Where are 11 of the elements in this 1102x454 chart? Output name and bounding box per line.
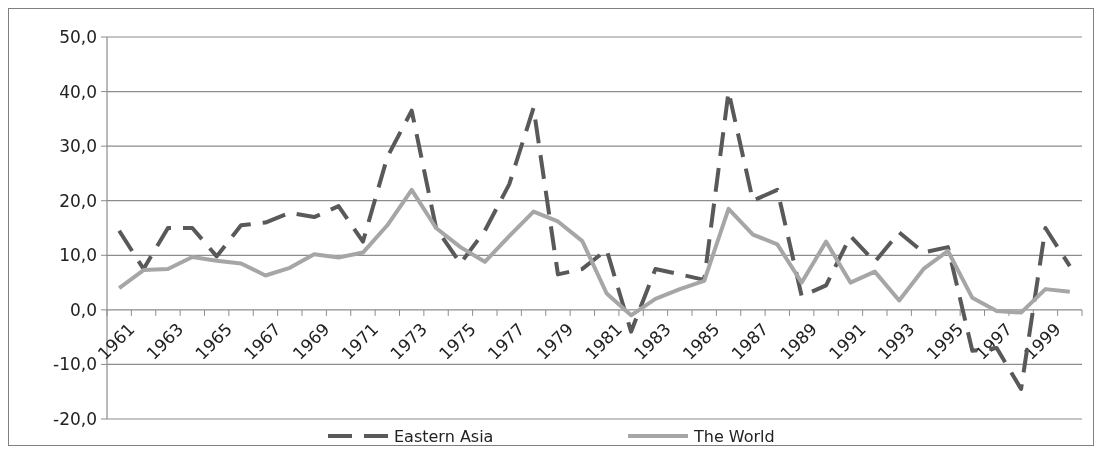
y-tick-label: 0,0 <box>69 299 97 320</box>
y-tick-label: -20,0 <box>53 408 97 429</box>
legend-label: The World <box>693 426 775 446</box>
legend-label: Eastern Asia <box>394 426 494 446</box>
y-tick-label: -10,0 <box>53 354 97 375</box>
y-tick-label: 50,0 <box>59 26 97 47</box>
line-series <box>117 187 1072 318</box>
y-tick-label: 30,0 <box>59 136 97 157</box>
y-tick-label: 10,0 <box>59 245 97 266</box>
y-tick-label: 20,0 <box>59 190 97 211</box>
y-tick-label: 40,0 <box>59 81 97 102</box>
